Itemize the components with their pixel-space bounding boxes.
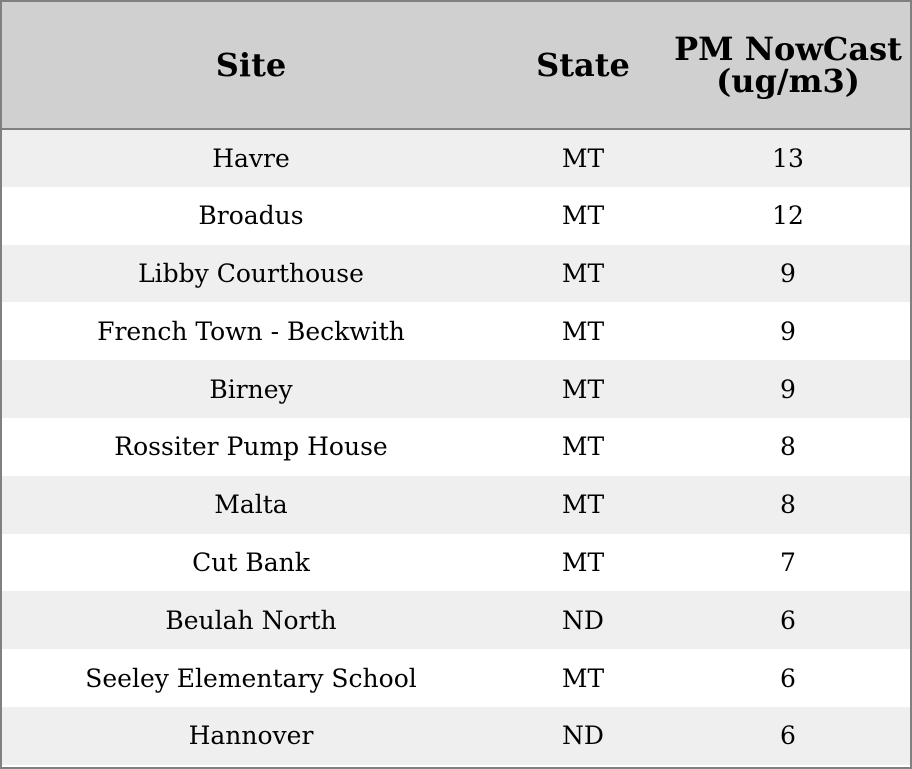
cell-pm-value: 6: [780, 721, 796, 751]
table-row: Beulah North ND 6: [2, 591, 910, 650]
cell-pm-value: 9: [780, 374, 796, 404]
cell-pm-value: 8: [780, 432, 796, 462]
table-row: Hannover ND 6: [2, 706, 910, 765]
table-header: Site State PM NowCast (ug/m3): [2, 2, 910, 130]
cell-pm-value: 12: [772, 201, 804, 231]
cell-state: MT: [561, 432, 605, 462]
table-row: Havre MT 13: [2, 129, 910, 187]
cell-site: Havre: [212, 143, 290, 173]
cell-state: MT: [561, 316, 605, 346]
cell-state: MT: [561, 143, 605, 173]
cell-site: Beulah North: [165, 605, 337, 635]
cell-pm-value: 13: [772, 143, 804, 173]
cell-site: Malta: [214, 490, 288, 520]
table-row: Seeley Elementary School MT 6: [2, 649, 910, 707]
cell-state: MT: [561, 490, 605, 520]
cell-site: Libby Courthouse: [138, 258, 364, 288]
table-row: Rossiter Pump House MT 8: [2, 417, 910, 476]
cell-state: MT: [561, 547, 605, 577]
cell-site: Birney: [209, 374, 293, 404]
table-row: Malta MT 8: [2, 475, 910, 534]
table-row: French Town - Beckwith MT 9: [2, 302, 910, 361]
cell-site: Cut Bank: [192, 547, 310, 577]
cell-pm-value: 9: [780, 316, 796, 346]
cell-state: MT: [561, 201, 605, 231]
header-pm-nowcast: PM NowCast (ug/m3): [666, 2, 910, 130]
table-row: Cut Bank MT 7: [2, 533, 910, 592]
cell-pm-value: 7: [780, 547, 796, 577]
cell-pm-value: 6: [780, 663, 796, 693]
cell-pm-value: 6: [780, 605, 796, 635]
cell-site: Hannover: [188, 721, 314, 751]
table-row: Libby Courthouse MT 9: [2, 244, 910, 303]
cell-state: ND: [562, 721, 604, 751]
cell-pm-value: 9: [780, 258, 796, 288]
header-site: Site: [2, 2, 500, 130]
header-state: State: [500, 2, 666, 130]
table-row: Birney MT 9: [2, 360, 910, 418]
cell-site: Seeley Elementary School: [85, 663, 417, 693]
cell-state: ND: [562, 605, 604, 635]
cell-state: MT: [561, 374, 605, 404]
cell-state: MT: [561, 258, 605, 288]
cell-site: Rossiter Pump House: [114, 432, 388, 462]
table-body: Havre MT 13 Broadus MT 12 Libby Courthouse MT 9 F…: [2, 129, 910, 765]
cell-pm-value: 8: [780, 490, 796, 520]
header-row: Site State PM NowCast (ug/m3): [2, 2, 910, 130]
cell-site: Broadus: [198, 201, 304, 231]
cell-site: French Town - Beckwith: [97, 316, 405, 346]
cell-state: MT: [561, 663, 605, 693]
table-row: Broadus MT 12: [2, 186, 910, 245]
